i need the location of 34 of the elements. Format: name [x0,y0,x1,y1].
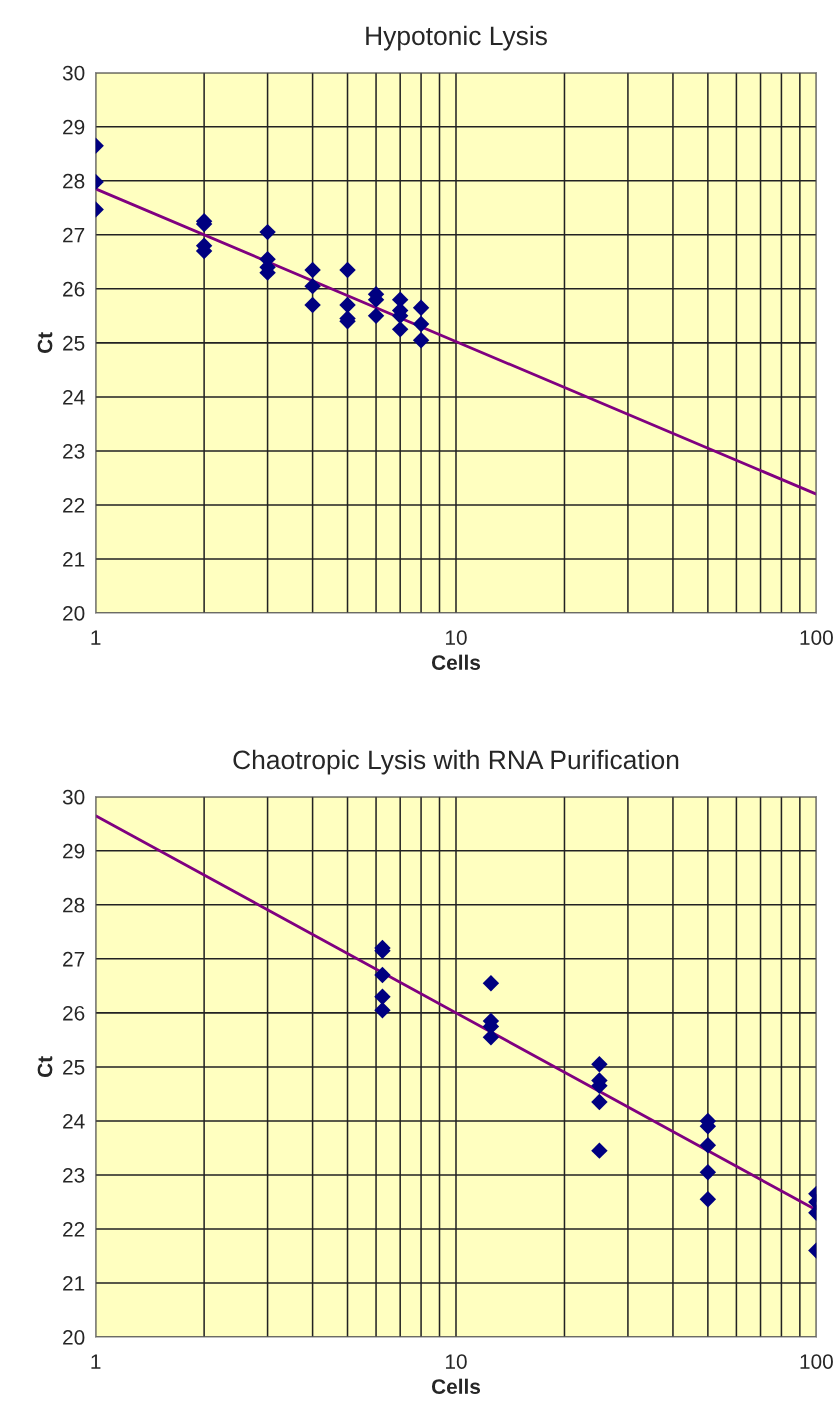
x-tick-label: 1 [91,630,101,645]
y-tick-label: 24 [63,389,85,405]
y-tick-label: 28 [63,173,85,189]
chart-title: Hypotonic Lysis [366,25,547,51]
x-tick-label: 1 [91,1354,101,1369]
y-tick-label: 30 [62,65,85,81]
y-tick-label: 27 [63,227,85,243]
y-tick-label: 26 [63,281,85,297]
y-axis-title: Ct [37,332,53,354]
chart-title: Chaotropic Lysis with RNA Purification [233,749,679,775]
y-tick-label: 29 [63,119,85,135]
y-tick-label: 23 [63,443,85,459]
x-tick-label: 10 [446,1354,467,1369]
y-tick-label: 25 [63,1059,85,1075]
y-tick-label: 22 [63,1221,85,1237]
y-tick-label: 30 [62,789,85,805]
x-tick-label: 100 [800,1354,833,1369]
y-tick-label: 21 [63,551,85,567]
y-tick-label: 20 [63,606,85,621]
y-tick-label: 28 [63,897,85,913]
y-axis-title: Ct [37,1056,53,1078]
y-tick-label: 26 [63,1005,85,1021]
x-axis-title: Cells [431,1378,481,1394]
x-tick-label: 10 [446,630,467,645]
y-tick-label: 24 [63,1113,85,1129]
y-tick-label: 23 [63,1167,85,1183]
y-tick-label: 21 [63,1276,85,1291]
y-tick-label: 29 [63,843,85,859]
y-tick-label: 25 [63,335,85,351]
y-tick-label: 27 [63,951,85,967]
x-tick-label: 100 [800,630,833,645]
x-axis-title: Cells [431,654,481,670]
y-tick-label: 22 [63,497,85,513]
y-tick-label: 20 [63,1330,85,1345]
